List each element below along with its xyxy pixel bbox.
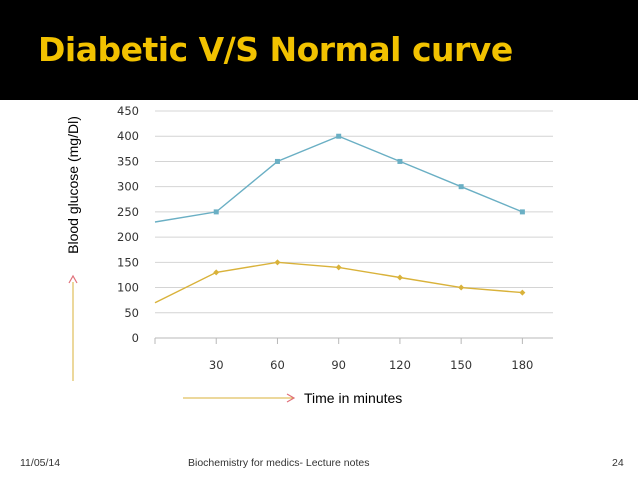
footer-lecture-notes: Biochemistry for medics- Lecture notes	[188, 457, 370, 469]
series-1-point	[336, 133, 342, 139]
y-axis-arrow	[68, 274, 78, 381]
y-tick-label: 150	[117, 255, 139, 269]
y-tick-label: 350	[117, 154, 139, 168]
x-tick-label: 60	[270, 358, 285, 372]
title-bar: Diabetic V/S Normal curve	[0, 0, 638, 100]
x-axis-title: Time in minutes	[304, 390, 402, 406]
y-arrow-head	[68, 274, 78, 284]
y-axis-title: Blood glucose (mg/Dl)	[65, 116, 81, 254]
x-tick-label: 150	[450, 358, 472, 372]
series-1-point	[397, 158, 403, 164]
series-2-point	[213, 269, 220, 276]
y-tick-label: 200	[117, 230, 139, 244]
y-tick-label: 250	[117, 205, 139, 219]
series-2-point	[274, 259, 281, 266]
y-tick-label: 450	[117, 104, 139, 118]
slide-title: Diabetic V/S Normal curve	[38, 30, 513, 69]
x-axis-arrow	[183, 393, 296, 403]
y-tick-label: 400	[117, 129, 139, 143]
x-axis-ticks: 30 60 90 120 150 180	[209, 358, 533, 372]
x-tick-label: 120	[389, 358, 411, 372]
chart-series	[154, 133, 526, 304]
y-tick-label: 300	[117, 180, 139, 194]
series-1-line	[154, 135, 523, 223]
y-tick-label: 100	[117, 281, 139, 295]
y-axis-ticks: 0 50 100 150 200 250 300 350 400 450	[117, 104, 139, 345]
x-tick-label: 90	[331, 358, 346, 372]
y-tick-label: 0	[132, 331, 139, 345]
series-1-point	[519, 209, 525, 215]
series-2-point	[396, 274, 403, 281]
x-arrow-head	[286, 393, 296, 403]
series-1-point	[274, 158, 280, 164]
series-2-point	[335, 264, 342, 271]
chart-grid	[154, 110, 553, 344]
series-1-point	[458, 184, 464, 190]
series-2-point	[519, 289, 526, 296]
footer-date: 11/05/14	[20, 457, 61, 469]
series-2-point	[458, 284, 465, 291]
x-tick-label: 180	[511, 358, 533, 372]
x-tick-label: 30	[209, 358, 224, 372]
page-number: 24	[612, 457, 624, 469]
series-1-point	[213, 209, 219, 215]
y-tick-label: 50	[124, 306, 139, 320]
